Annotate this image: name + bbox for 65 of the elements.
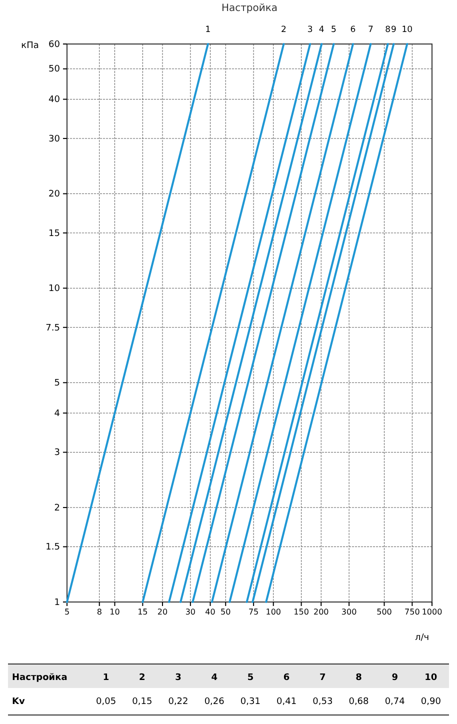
x-tick-label: 8 — [96, 608, 102, 617]
text: 0,31 — [240, 697, 260, 707]
text: 6 — [283, 673, 290, 683]
x-tick-label: 50 — [220, 608, 231, 617]
text: 0,05 — [96, 697, 116, 707]
text: 0,15 — [132, 697, 152, 707]
text: 8 — [356, 673, 362, 683]
text: 5 — [247, 673, 254, 683]
text: 2 — [139, 673, 146, 683]
y-tick-label: 1 — [54, 598, 60, 608]
series-label: 2 — [281, 25, 286, 35]
y-tick-label: 2 — [54, 503, 60, 514]
x-tick-label: 150 — [294, 608, 309, 617]
x-tick-label: 40 — [205, 608, 216, 617]
y-tick-label: 40 — [48, 95, 60, 106]
y-tick-label: 3 — [54, 448, 60, 458]
series-label: 3 — [307, 25, 313, 35]
text: 10 — [424, 673, 438, 683]
x-tick-label: 750 — [404, 608, 420, 617]
series-label: 1 — [205, 25, 211, 35]
x-tick-label: 500 — [376, 608, 392, 617]
text: 7 — [320, 673, 326, 683]
y-tick-label: 15 — [48, 228, 60, 239]
text: 1 — [102, 673, 110, 683]
text: 4 — [211, 673, 218, 683]
text: Настройка — [12, 673, 68, 683]
x-tick-label: 100 — [266, 608, 282, 617]
series-label: 8 — [385, 25, 391, 35]
series-label: 6 — [350, 25, 356, 35]
y-tick-label: 50 — [48, 64, 60, 75]
series-label: 10 — [402, 25, 413, 35]
series-label: 5 — [331, 25, 336, 35]
y-axis-title: кПа — [21, 41, 39, 51]
series-label: 9 — [390, 25, 396, 35]
x-tick-label: 30 — [185, 608, 196, 617]
x-tick-label: 1000 — [422, 608, 442, 617]
y-tick-label: 10 — [48, 284, 60, 294]
x-tick-label: 300 — [341, 608, 357, 617]
x-tick-label: 200 — [313, 608, 329, 617]
y-tick-label: 7.5 — [46, 323, 60, 334]
x-tick-label: 10 — [110, 608, 120, 617]
y-tick-label: 30 — [48, 134, 60, 144]
series-label: 7 — [368, 25, 374, 35]
y-tick-label: 20 — [48, 190, 60, 200]
text: Kv — [12, 697, 25, 707]
x-axis-title: л/ч — [414, 633, 430, 643]
text: 0,90 — [420, 697, 442, 707]
text: 9 — [392, 673, 398, 683]
x-tick-label: 15 — [138, 608, 148, 617]
text: 0,41 — [276, 697, 297, 707]
text: 0,74 — [384, 697, 406, 707]
text: 0,53 — [312, 697, 333, 707]
y-tick-label: 4 — [54, 408, 60, 419]
chart-title: Настройка — [221, 3, 278, 14]
y-tick-label: 5 — [54, 378, 60, 389]
series-label: 4 — [318, 25, 324, 35]
x-tick-label: 20 — [157, 608, 168, 617]
text: 3 — [175, 673, 182, 683]
y-tick-label: 1.5 — [46, 542, 60, 553]
y-tick-label: 60 — [48, 40, 60, 50]
text: 0,22 — [168, 697, 188, 707]
text: 0,68 — [348, 697, 370, 707]
x-tick-label: 75 — [248, 608, 259, 617]
text: 0,26 — [204, 697, 225, 707]
x-tick-label: 5 — [64, 608, 70, 617]
